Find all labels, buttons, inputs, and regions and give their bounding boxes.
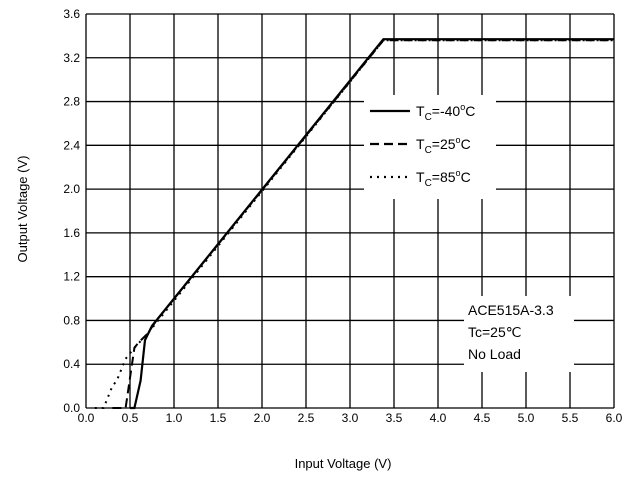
- y-tick-label: 3.2: [63, 51, 80, 65]
- legend-label-rest: =-40: [432, 103, 461, 119]
- y-axis-label: Output Voltage (V): [15, 156, 30, 263]
- legend-label-unit: C: [461, 136, 471, 152]
- y-tick-label: 2.0: [63, 182, 80, 196]
- annotation-line: Tc=25℃: [468, 324, 521, 340]
- legend-label-prefix: T: [416, 103, 425, 119]
- legend-label-unit: C: [465, 103, 475, 119]
- x-tick-label: 1.5: [210, 411, 227, 425]
- x-axis-label: Input Voltage (V): [295, 456, 392, 471]
- legend-label-prefix: T: [416, 136, 425, 152]
- x-tick-label: 3.0: [342, 411, 359, 425]
- annotation-line: No Load: [468, 346, 521, 362]
- annotation-line: ACE515A-3.3: [468, 302, 554, 318]
- annotation-box: ACE515A-3.3 Tc=25℃ No Load: [464, 296, 574, 372]
- x-tick-label: 1.0: [166, 411, 183, 425]
- x-axis-ticks: 0.0 0.5 1.0 1.5 2.0 2.5 3.0 3.5 4.0 4.5 5.0 5.5 6.0: [78, 411, 623, 425]
- y-axis-ticks: 0.0 0.4 0.8 1.2 1.6 2.0 2.4 2.8 3.2 3.6: [63, 7, 80, 415]
- legend-label: TC=85oC: [416, 168, 471, 189]
- x-tick-label: 4.5: [474, 411, 491, 425]
- x-tick-label: 2.0: [254, 411, 271, 425]
- legend-label-sub: C: [425, 178, 432, 189]
- legend-label-sup: o: [456, 168, 461, 178]
- legend-label-rest: =85: [432, 169, 456, 185]
- x-tick-label: 0.5: [122, 411, 139, 425]
- y-tick-label: 3.6: [63, 7, 80, 21]
- y-tick-label: 1.6: [63, 226, 80, 240]
- series-line-dashed: [112, 39, 614, 409]
- legend-label: TC=-40oC: [416, 102, 475, 123]
- y-tick-label: 0.8: [63, 313, 80, 327]
- legend-label-unit: C: [461, 169, 471, 185]
- legend-label-prefix: T: [416, 169, 425, 185]
- legend-label-sup: o: [460, 102, 465, 112]
- legend-background: [364, 95, 496, 199]
- y-tick-label: 0.4: [63, 357, 80, 371]
- y-tick-label: 2.8: [63, 95, 80, 109]
- legend-label-sub: C: [425, 112, 432, 123]
- x-tick-label: 5.5: [562, 411, 579, 425]
- y-tick-label: 0.0: [63, 401, 80, 415]
- y-tick-label: 2.4: [63, 138, 80, 152]
- x-tick-label: 3.5: [386, 411, 403, 425]
- legend-label-rest: =25: [432, 136, 456, 152]
- x-tick-label: 0.0: [78, 411, 95, 425]
- legend-label-sub: C: [425, 145, 432, 156]
- series-line-solid: [130, 38, 614, 410]
- annotation-background: [464, 296, 574, 372]
- series-lines: [94, 38, 614, 410]
- x-tick-label: 5.0: [518, 411, 535, 425]
- legend-label: TC=25oC: [416, 135, 471, 156]
- y-tick-label: 1.2: [63, 270, 80, 284]
- legend-label-sup: o: [456, 135, 461, 145]
- x-tick-label: 4.0: [430, 411, 447, 425]
- x-tick-label: 2.5: [298, 411, 315, 425]
- x-tick-label: 6.0: [606, 411, 623, 425]
- grid: [85, 13, 615, 409]
